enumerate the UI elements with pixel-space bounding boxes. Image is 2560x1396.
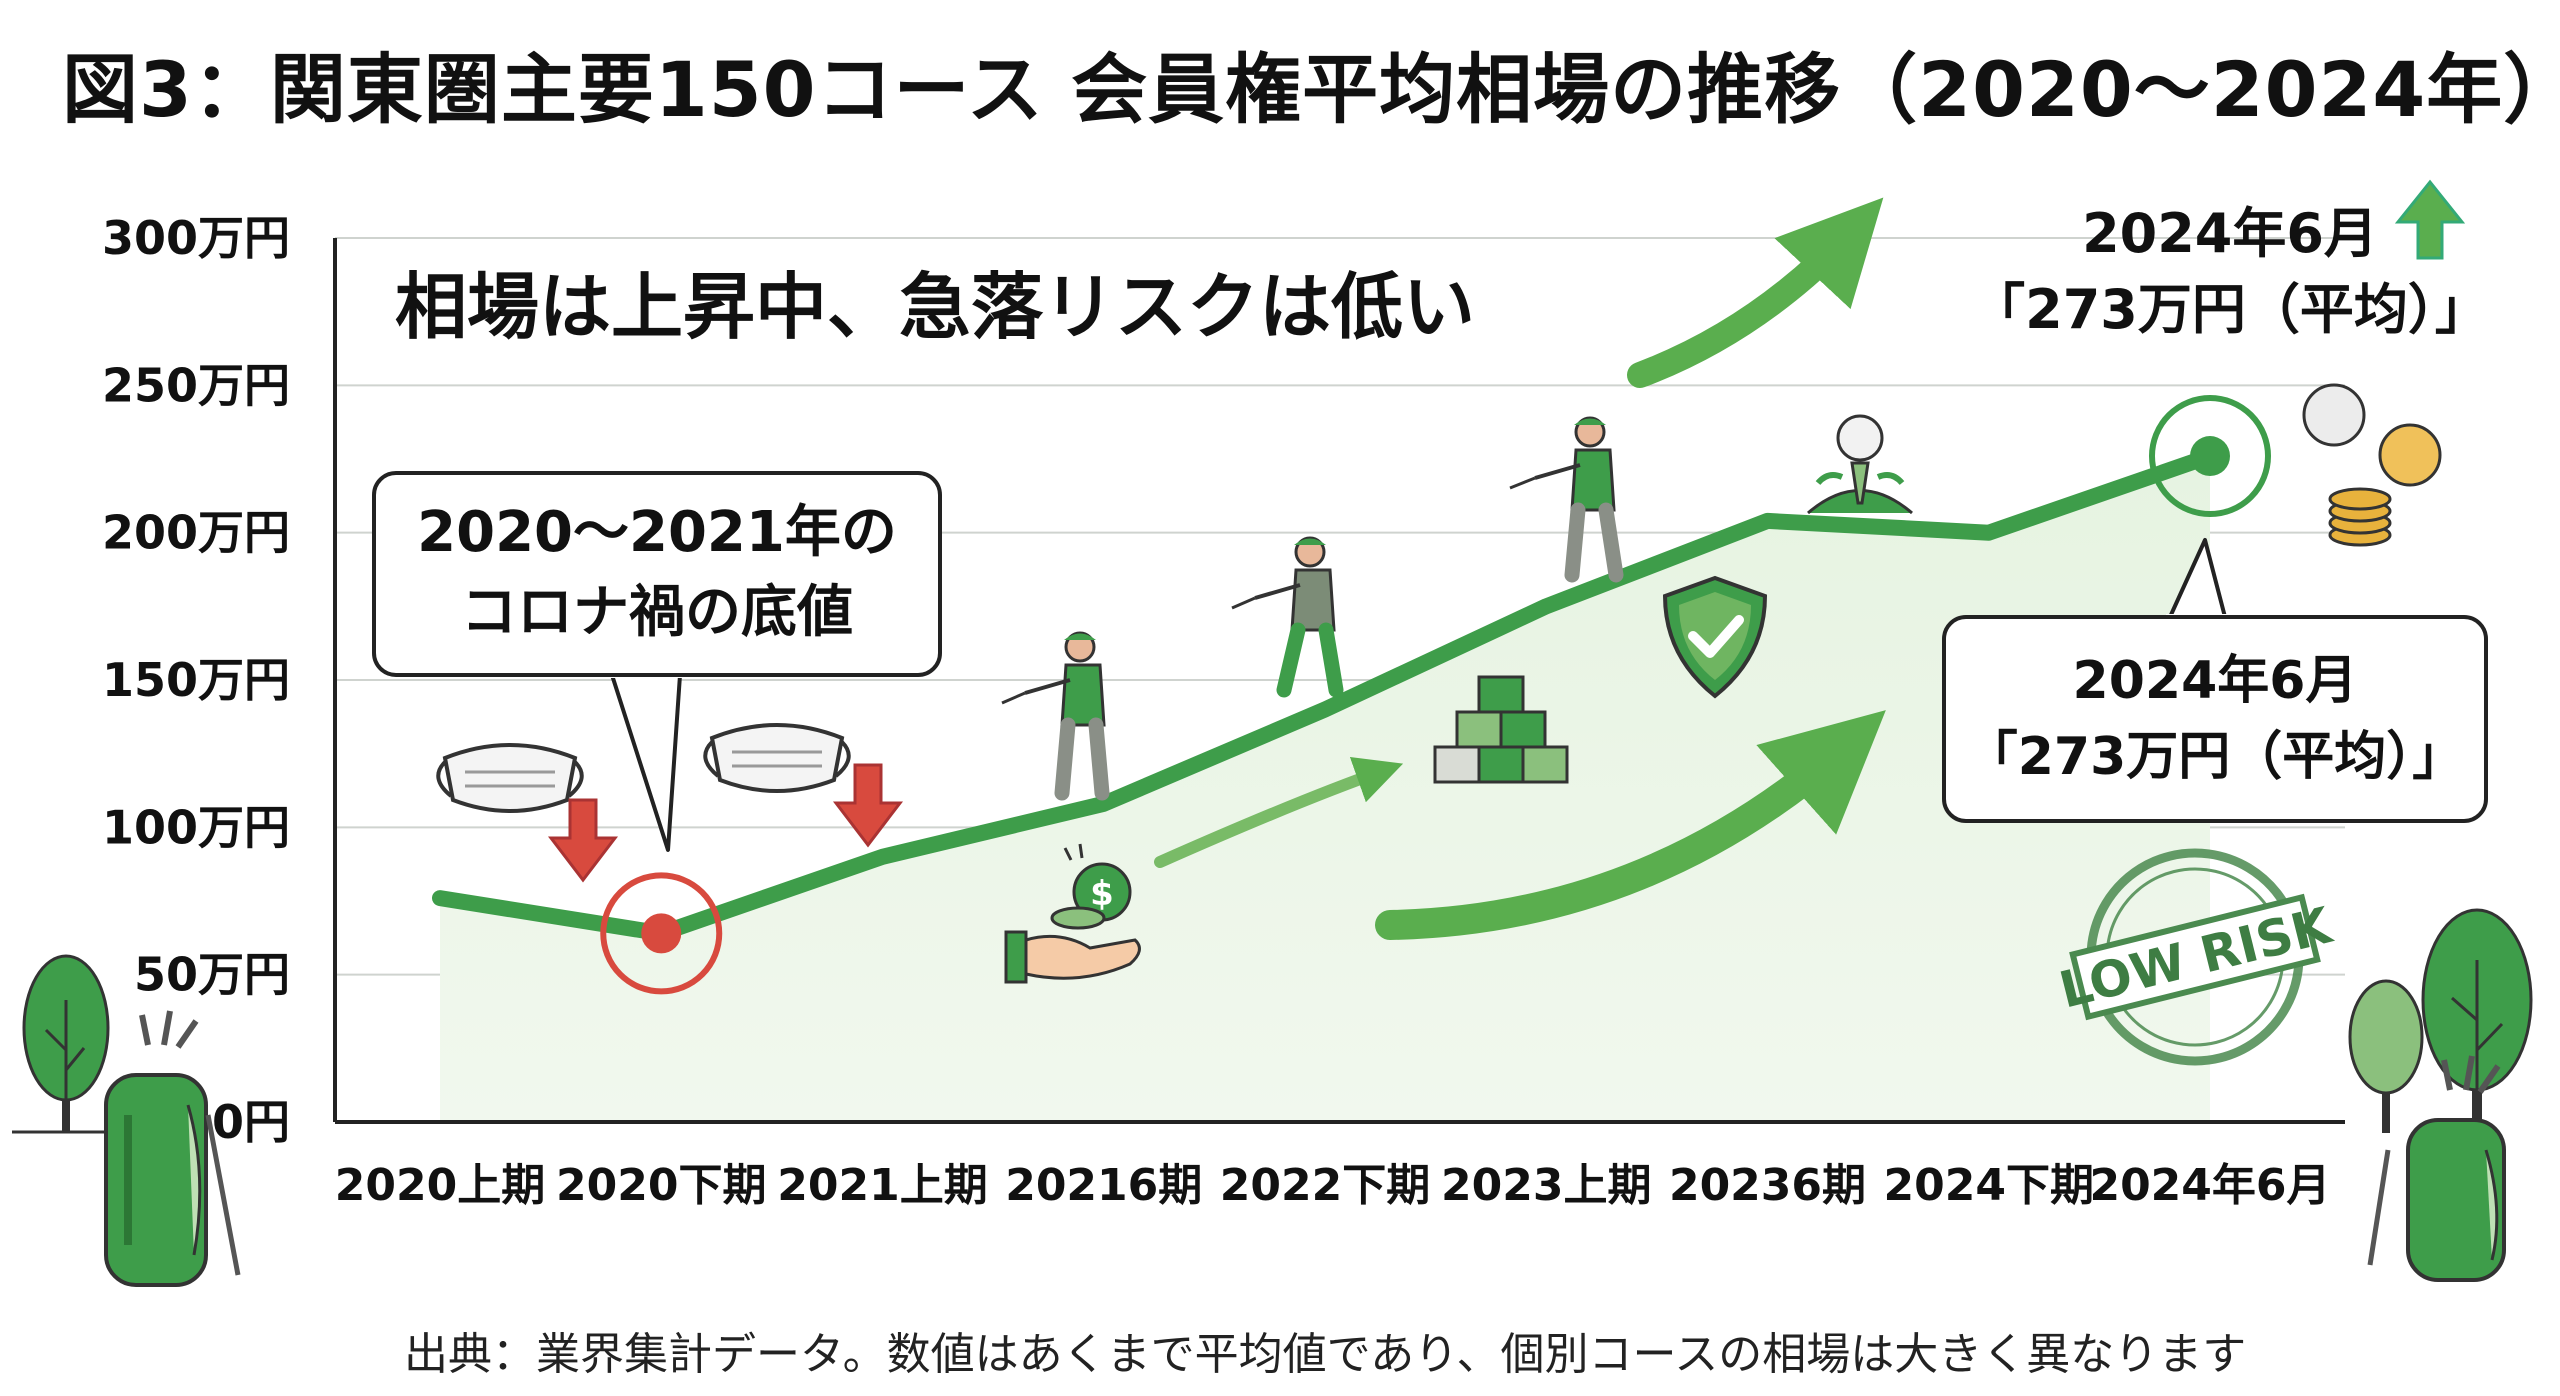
callout-low-line2: コロナ禍の底値 bbox=[461, 580, 853, 645]
y-tick-label: 150万円 bbox=[102, 653, 290, 707]
y-tick-label: 0円 bbox=[212, 1095, 290, 1149]
y-axis-ticks: 0円 50万円 100万円 150万円 200万円 250万円 300万円 bbox=[102, 211, 290, 1149]
trend-arrow-icon bbox=[1154, 756, 1404, 868]
golf-ball-tee-icon bbox=[1807, 414, 1913, 515]
callout-low-line1: 2020〜2021年の bbox=[417, 500, 897, 565]
callout-high-line2: 「273万円（平均）」 bbox=[1965, 727, 2465, 787]
headline: 相場は上昇中、急落リスクは低い bbox=[395, 265, 1476, 349]
golfer-icon bbox=[1509, 416, 1624, 583]
shield-check-icon bbox=[1662, 575, 1768, 699]
series-line bbox=[432, 448, 2218, 942]
x-tick-label: 20216期 bbox=[1005, 1160, 1202, 1211]
blocks-icon bbox=[1433, 675, 1569, 784]
x-tick-label: 20236期 bbox=[1669, 1160, 1866, 1211]
callout-tail bbox=[610, 674, 682, 852]
y-tick-label: 300万円 bbox=[102, 211, 290, 265]
tree-icon bbox=[2348, 979, 2424, 1133]
golf-bag-icon bbox=[104, 1010, 241, 1287]
highlight-ring bbox=[2149, 395, 2271, 518]
source-note: 出典：業界集計データ。数値はあくまで平均値であり、個別コースの相場は大きく異なり… bbox=[404, 1329, 2247, 1380]
y-tick-label: 200万円 bbox=[102, 506, 290, 560]
x-tick-label: 2022下期 bbox=[1220, 1160, 1430, 1211]
down-arrow-icon bbox=[547, 798, 619, 883]
up-arrow-icon bbox=[2394, 179, 2466, 260]
axes bbox=[333, 238, 2345, 1124]
golfer-icon bbox=[1001, 631, 1110, 801]
x-tick-label: 2024年6月 bbox=[2089, 1160, 2330, 1211]
coins-hand-icon: $ bbox=[1004, 843, 1141, 984]
trend-arrow-icon bbox=[1375, 710, 1886, 940]
highlight-point bbox=[641, 913, 682, 954]
y-tick-label: 50万円 bbox=[134, 948, 290, 1002]
top-right-line1: 2024年6月 bbox=[2082, 202, 2378, 265]
x-tick-label: 2020下期 bbox=[556, 1160, 766, 1211]
trend-arrow-icon bbox=[1627, 197, 1884, 388]
y-tick-label: 100万円 bbox=[102, 800, 290, 854]
x-axis-ticks: 2020上期 2020下期 2021上期 20216期 2022下期 2023上期 2023… bbox=[335, 1160, 2331, 1211]
golf-bag-icon bbox=[2367, 1055, 2506, 1282]
face-mask-icon bbox=[703, 723, 851, 793]
highlight-ring bbox=[600, 872, 723, 995]
highlight-point bbox=[2190, 436, 2230, 477]
callout-latest-value: 2024年6月 「273万円（平均）」 bbox=[1942, 615, 2488, 823]
x-tick-label: 2020上期 bbox=[335, 1160, 545, 1211]
x-tick-label: 2021上期 bbox=[777, 1160, 987, 1211]
data-points bbox=[600, 395, 2271, 995]
callout-high-line1: 2024年6月 bbox=[2072, 651, 2358, 711]
svg-text:$: $ bbox=[1090, 874, 1114, 914]
x-tick-label: 2023上期 bbox=[1441, 1160, 1651, 1211]
tree-icon bbox=[2421, 908, 2533, 1130]
y-tick-label: 250万円 bbox=[102, 358, 290, 412]
x-tick-label: 2024下期 bbox=[1884, 1160, 2094, 1211]
top-right-value-label: 2024年6月 「273万円（平均）」 bbox=[1930, 196, 2530, 348]
golf-balls-coins-icon bbox=[2302, 383, 2442, 547]
tree-icon bbox=[12, 954, 122, 1134]
golfer-icon bbox=[1231, 536, 1344, 698]
face-mask-icon bbox=[436, 743, 584, 813]
callout-low-point: 2020〜2021年の コロナ禍の底値 bbox=[372, 471, 942, 677]
page-title: 図3：関東圏主要150コース 会員権平均相場の推移（2020〜2024年） bbox=[62, 45, 2560, 134]
down-arrow-icon bbox=[832, 763, 904, 848]
callout-tail bbox=[2168, 538, 2227, 618]
top-right-line2: 「273万円（平均）」 bbox=[1971, 278, 2489, 341]
